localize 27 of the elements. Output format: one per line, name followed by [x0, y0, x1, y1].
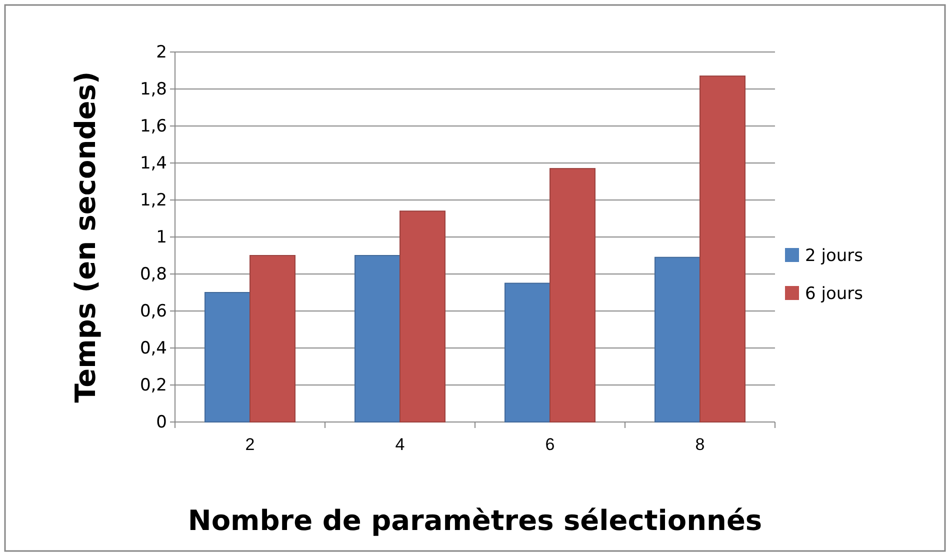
bar — [204, 292, 250, 422]
x-tick-label: 6 — [545, 435, 555, 454]
bar — [654, 256, 700, 422]
bar — [700, 76, 746, 422]
x-tick-label: 8 — [695, 435, 705, 454]
bar — [250, 255, 296, 422]
y-tick-label: 1,6 — [140, 116, 167, 136]
y-tick-label: 0,4 — [140, 338, 167, 358]
y-tick-label: 0,2 — [140, 375, 167, 396]
y-tick-label: 0,8 — [140, 264, 167, 284]
y-tick-label: 1,4 — [140, 153, 167, 174]
bar — [354, 255, 400, 422]
bar — [400, 210, 446, 422]
y-axis-title: Temps (en secondes) — [69, 71, 102, 403]
y-tick-label: 0,6 — [140, 301, 167, 322]
bar — [504, 282, 550, 422]
x-axis-title: Nombre de paramètres sélectionnés — [188, 504, 762, 537]
legend-label: 6 jours — [805, 284, 864, 304]
x-tick-label: 2 — [245, 435, 255, 454]
x-tick-label: 4 — [395, 435, 405, 454]
bar — [550, 168, 596, 422]
y-tick-label: 1 — [156, 227, 167, 248]
y-tick-label: 2 — [156, 42, 167, 62]
legend-label: 2 jours — [805, 246, 864, 266]
y-tick-label: 1,8 — [140, 79, 167, 100]
y-tick-label: 0 — [156, 412, 167, 432]
y-tick-label: 1,2 — [140, 190, 167, 210]
